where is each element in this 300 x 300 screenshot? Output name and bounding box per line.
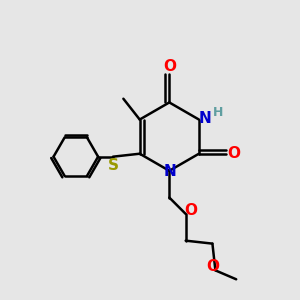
Text: N: N	[199, 110, 212, 125]
Text: O: O	[184, 203, 197, 218]
Text: O: O	[163, 59, 176, 74]
Text: N: N	[164, 164, 177, 179]
Text: S: S	[107, 158, 118, 172]
Text: O: O	[206, 259, 220, 274]
Text: O: O	[227, 146, 241, 161]
Text: H: H	[213, 106, 224, 118]
